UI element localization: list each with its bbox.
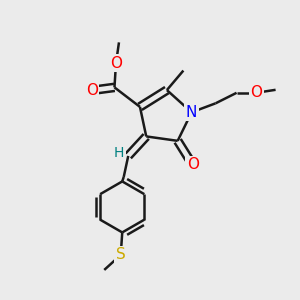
Text: N: N [186,105,197,120]
Text: O: O [250,85,262,100]
Text: O: O [86,83,98,98]
Text: H: H [114,146,124,160]
Text: O: O [187,157,199,172]
Text: S: S [116,248,126,262]
Text: O: O [110,56,122,71]
